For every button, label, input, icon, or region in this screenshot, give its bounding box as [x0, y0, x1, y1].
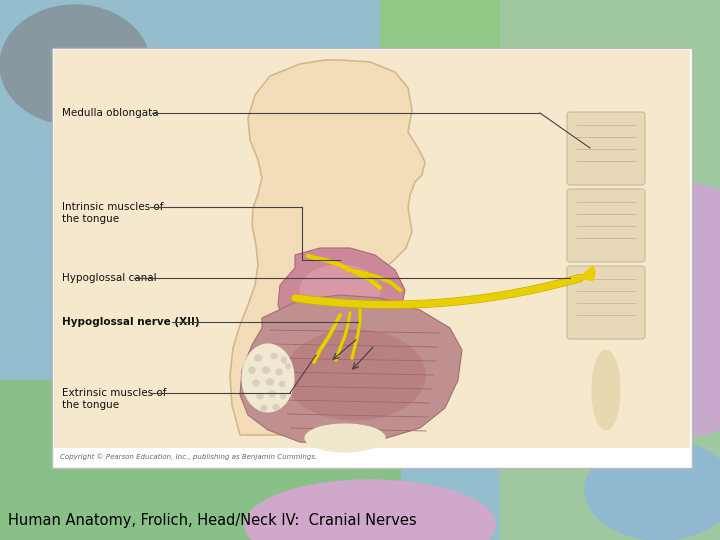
Text: Human Anatomy, Frolich, Head/Neck IV:  Cranial Nerves: Human Anatomy, Frolich, Head/Neck IV: Cr… — [8, 512, 417, 528]
Ellipse shape — [615, 185, 720, 435]
Ellipse shape — [254, 354, 262, 361]
Bar — [0, 380, 400, 540]
Ellipse shape — [269, 390, 276, 397]
Ellipse shape — [592, 350, 620, 430]
Text: Extrinsic muscles of
the tongue: Extrinsic muscles of the tongue — [62, 388, 166, 410]
Polygon shape — [278, 248, 405, 340]
Ellipse shape — [280, 393, 286, 399]
Ellipse shape — [256, 393, 264, 399]
Text: Medulla oblongata: Medulla oblongata — [62, 108, 158, 118]
Ellipse shape — [585, 440, 720, 540]
FancyBboxPatch shape — [567, 112, 645, 185]
Ellipse shape — [271, 353, 277, 359]
Ellipse shape — [266, 379, 274, 386]
Bar — [380, 0, 720, 300]
Bar — [52, 48, 692, 468]
Ellipse shape — [279, 381, 285, 387]
FancyBboxPatch shape — [567, 189, 645, 262]
Ellipse shape — [276, 368, 282, 375]
Text: Hypoglossal nerve (XII): Hypoglossal nerve (XII) — [62, 317, 199, 327]
Ellipse shape — [253, 380, 259, 387]
Ellipse shape — [242, 344, 294, 412]
Polygon shape — [240, 295, 462, 445]
Ellipse shape — [281, 356, 287, 363]
Polygon shape — [230, 60, 425, 435]
Ellipse shape — [262, 367, 270, 374]
Ellipse shape — [285, 330, 425, 420]
Ellipse shape — [272, 404, 279, 410]
FancyBboxPatch shape — [567, 266, 645, 339]
Bar — [500, 0, 720, 540]
Ellipse shape — [248, 367, 256, 374]
Text: Copyright © Pearson Education, Inc., publishing as Benjamin Cummings.: Copyright © Pearson Education, Inc., pub… — [60, 453, 318, 460]
Text: Intrinsic muscles of
the tongue: Intrinsic muscles of the tongue — [62, 202, 163, 224]
Ellipse shape — [305, 424, 385, 452]
Bar — [54, 50, 690, 448]
Ellipse shape — [261, 405, 268, 411]
Ellipse shape — [286, 363, 290, 369]
Ellipse shape — [300, 265, 380, 315]
Ellipse shape — [245, 480, 495, 540]
Ellipse shape — [0, 5, 150, 125]
Text: Hypoglossal canal: Hypoglossal canal — [62, 273, 157, 283]
